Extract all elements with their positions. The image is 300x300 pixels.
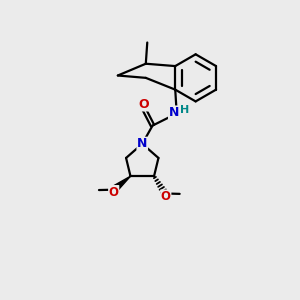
Text: H: H bbox=[180, 105, 190, 115]
Text: O: O bbox=[109, 186, 119, 199]
Text: N: N bbox=[137, 137, 147, 150]
Text: O: O bbox=[138, 98, 149, 111]
Text: O: O bbox=[161, 190, 171, 203]
Polygon shape bbox=[113, 176, 130, 191]
Text: N: N bbox=[169, 106, 179, 119]
